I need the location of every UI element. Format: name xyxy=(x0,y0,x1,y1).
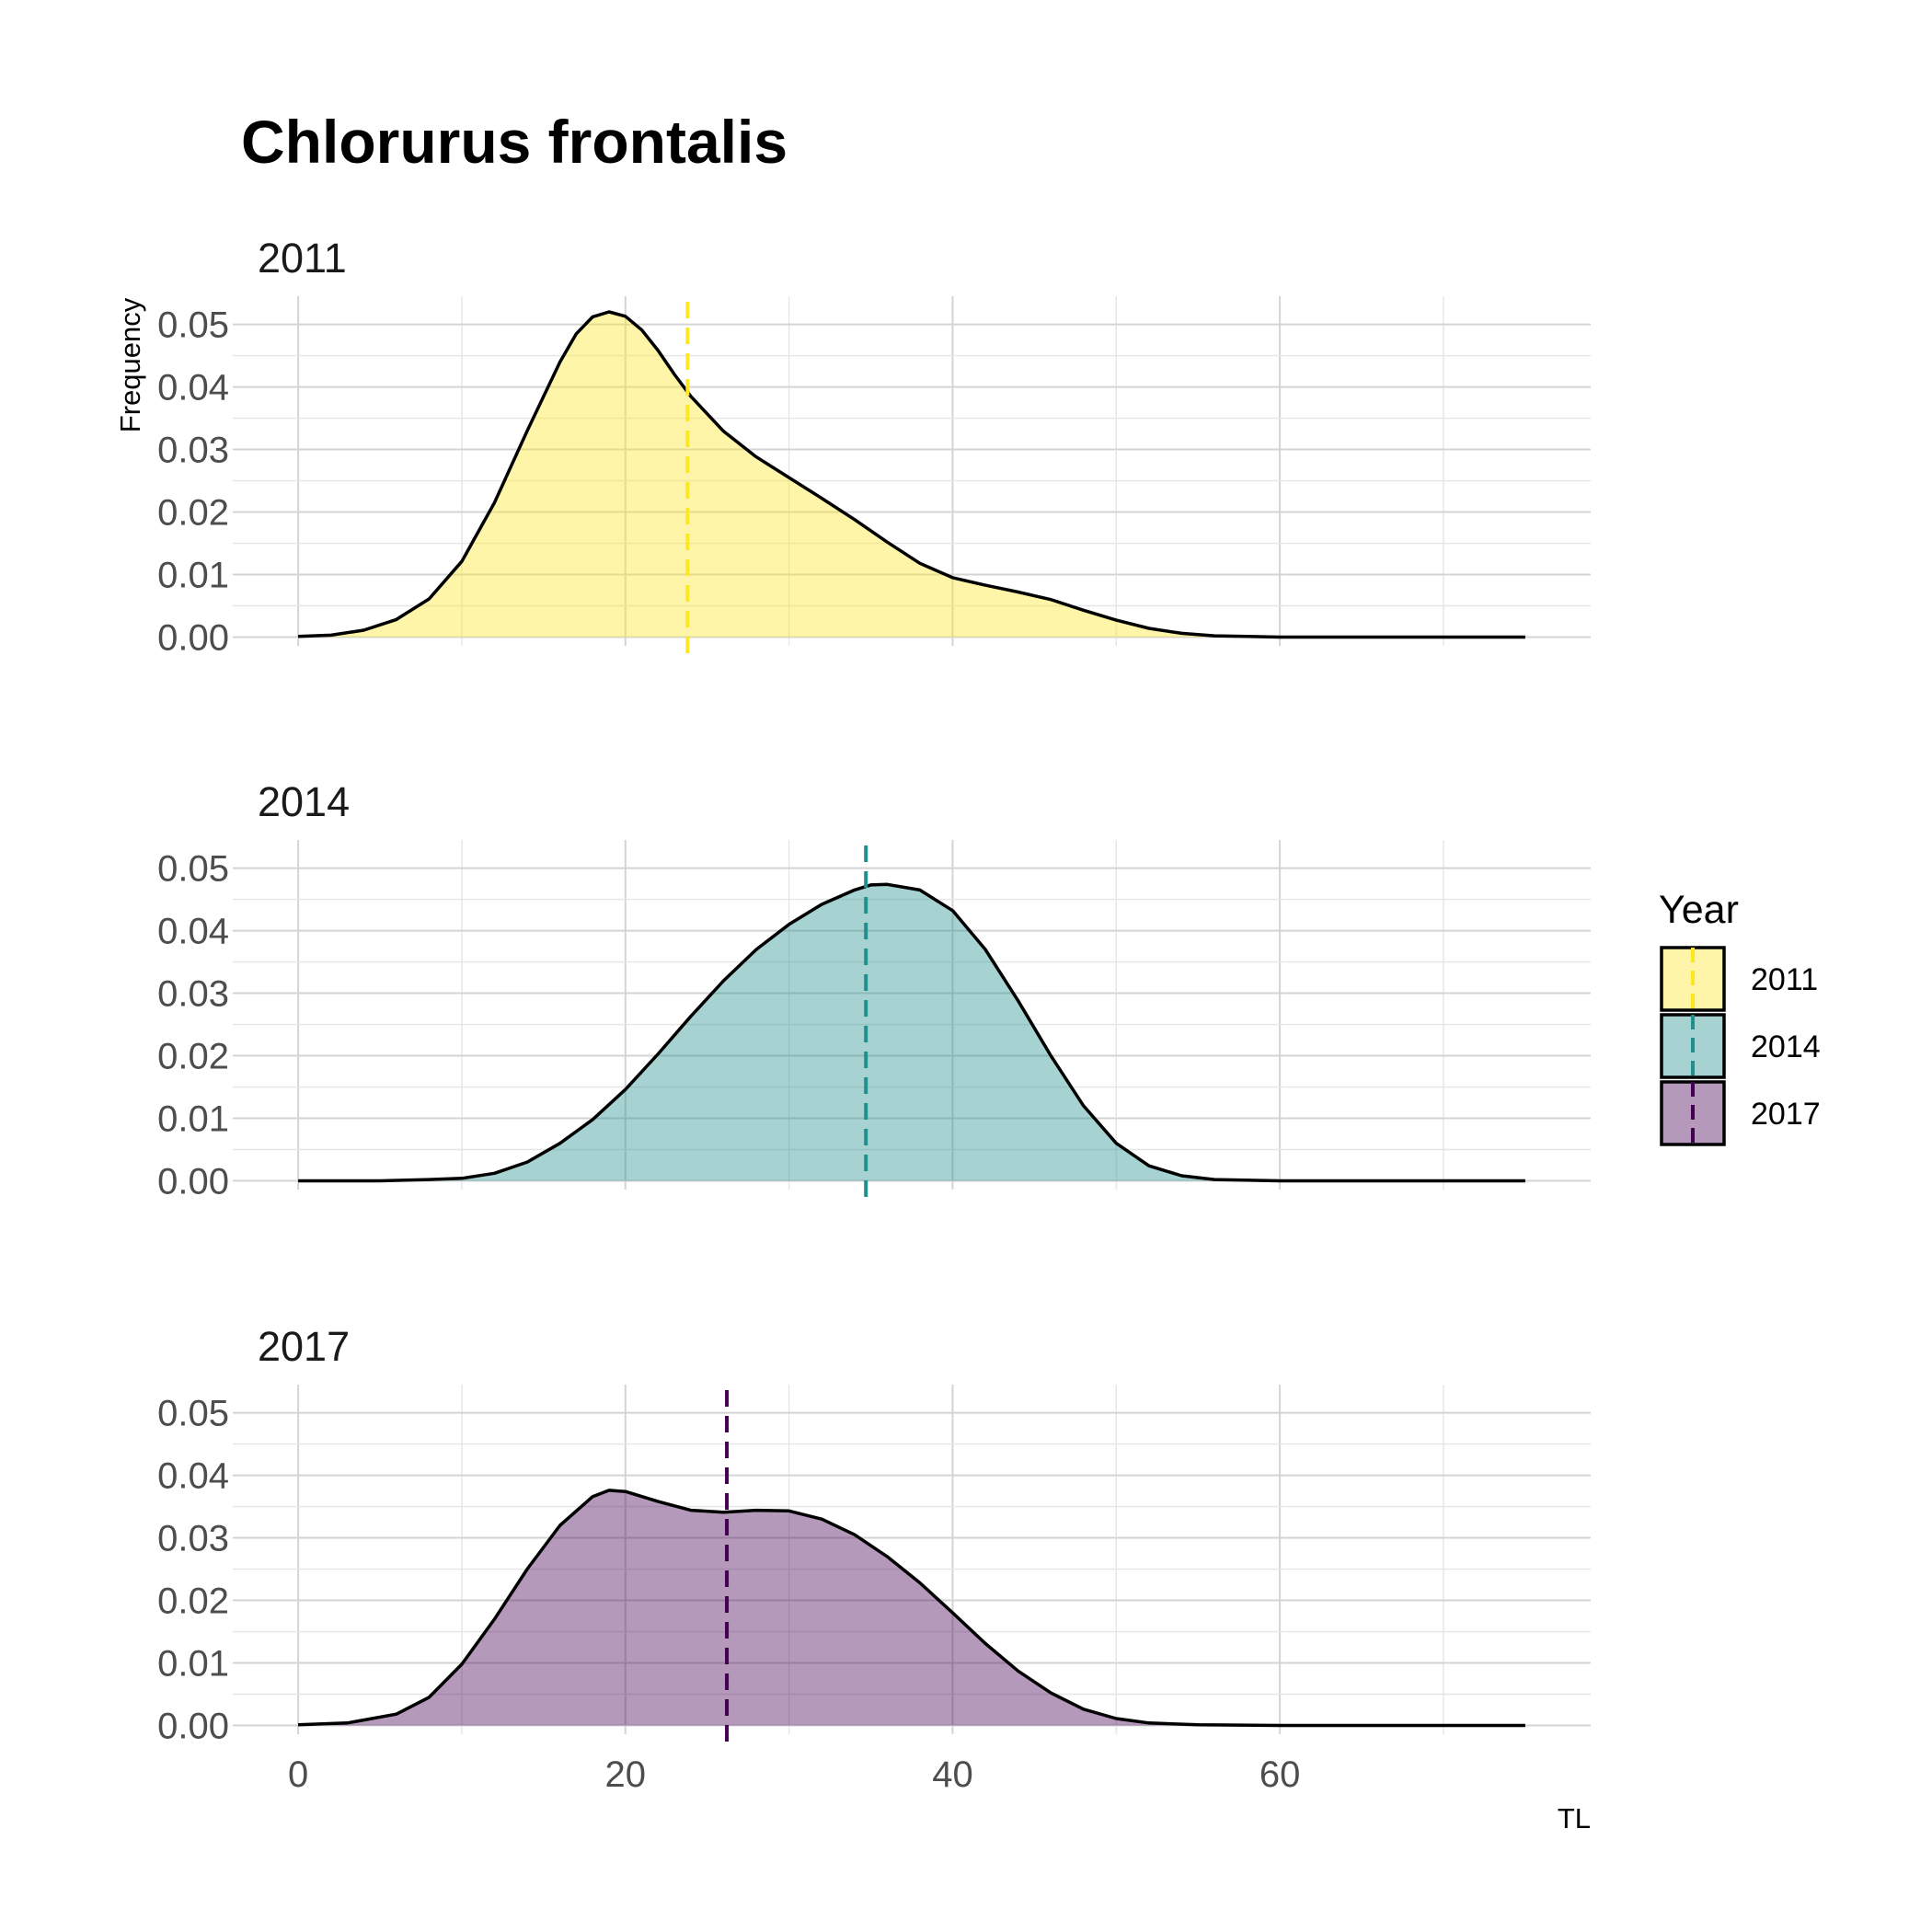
y-tick-label: 0.03 xyxy=(157,431,229,471)
density-area-2011 xyxy=(298,312,1525,638)
y-tick-label: 0.05 xyxy=(157,1394,229,1434)
y-tick-label: 0.04 xyxy=(157,368,229,408)
y-tick-label: 0.04 xyxy=(157,1456,229,1497)
y-tick-label: 0.02 xyxy=(157,1037,229,1077)
x-tick-label: 0 xyxy=(288,1754,308,1795)
legend-label: 2014 xyxy=(1751,1029,1821,1064)
y-tick-label: 0.03 xyxy=(157,974,229,1015)
y-tick-label: 0.01 xyxy=(157,556,229,596)
density-curve-2017 xyxy=(298,1489,1525,1728)
x-tick-label: 20 xyxy=(605,1754,647,1795)
legend-label: 2011 xyxy=(1751,962,1818,997)
y-tick-label: 0.05 xyxy=(157,849,229,890)
panel-label: 2011 xyxy=(258,235,347,282)
y-axis-label: Frequency xyxy=(114,297,146,432)
legend-item-2014: 2014 xyxy=(1660,1013,1821,1079)
density-curve-2011 xyxy=(298,310,1525,639)
legend-item-2017: 2017 xyxy=(1660,1080,1821,1146)
y-tick-label: 0.04 xyxy=(157,912,229,952)
panel-2011: 0.00 0.01 0.02 0.03 0.04 0.05 2011 xyxy=(157,235,1591,658)
density-area-2014 xyxy=(298,884,1525,1181)
y-tick-label: 0.03 xyxy=(157,1519,229,1559)
density-area-2017 xyxy=(298,1489,1525,1726)
y-tick-label: 0.01 xyxy=(157,1099,229,1140)
legend-item-2011: 2011 xyxy=(1660,946,1818,1012)
y-tick-label: 0.02 xyxy=(157,1581,229,1622)
legend: Year 2011 2014 2017 xyxy=(1659,888,1821,1146)
y-tick-label: 0.01 xyxy=(157,1644,229,1685)
x-tick-label: 40 xyxy=(932,1754,973,1795)
panel-label: 2017 xyxy=(258,1323,350,1370)
legend-title: Year xyxy=(1659,888,1739,932)
legend-label: 2017 xyxy=(1751,1097,1821,1132)
y-tick-label: 0.05 xyxy=(157,305,229,346)
panel-2014: 0.00 0.01 0.02 0.03 0.04 0.05 2014 xyxy=(157,778,1591,1202)
y-tick-label: 0.00 xyxy=(157,1161,229,1202)
facet-panels: 0.00 0.01 0.02 0.03 0.04 0.05 2011 0.00 0.01 0.02… xyxy=(157,235,1591,1795)
x-axis-label: TL xyxy=(1558,1802,1591,1834)
x-tick-label: 60 xyxy=(1259,1754,1301,1795)
y-tick-label: 0.00 xyxy=(157,617,229,658)
chart-title: Chlorurus frontalis xyxy=(241,108,788,176)
legend-items: 2011 2014 2017 xyxy=(1660,946,1821,1146)
panel-2017: 0.00 0.01 0.02 0.03 0.04 0.05 2017 xyxy=(157,1323,1591,1746)
y-tick-label: 0.02 xyxy=(157,493,229,534)
panel-label: 2014 xyxy=(258,778,350,825)
density-curve-2014 xyxy=(298,882,1525,1183)
y-tick-label: 0.00 xyxy=(157,1706,229,1746)
